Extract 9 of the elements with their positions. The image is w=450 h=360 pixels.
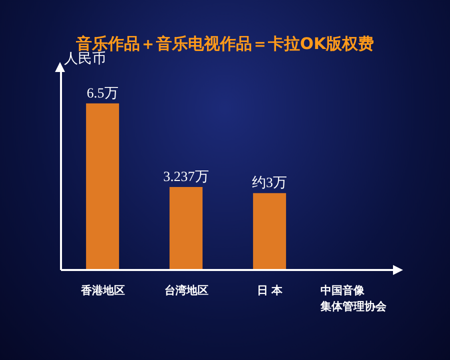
x-tick-label: 台湾地区 [164, 284, 208, 297]
data-label: 约3万 [252, 175, 288, 192]
x-tick-label: 日 本 [256, 284, 284, 297]
y-axis-title: 人民币 [64, 51, 106, 68]
data-label: 3.237万 [163, 170, 209, 185]
x-tick-label: 中国音像集体管理协会 [319, 284, 388, 313]
chart-title: 音乐作品＋音乐电视作品＝卡拉OK版权费 [76, 34, 375, 53]
x-tick-label: 香港地区 [80, 284, 125, 297]
data-label: 6.5万 [86, 86, 118, 102]
